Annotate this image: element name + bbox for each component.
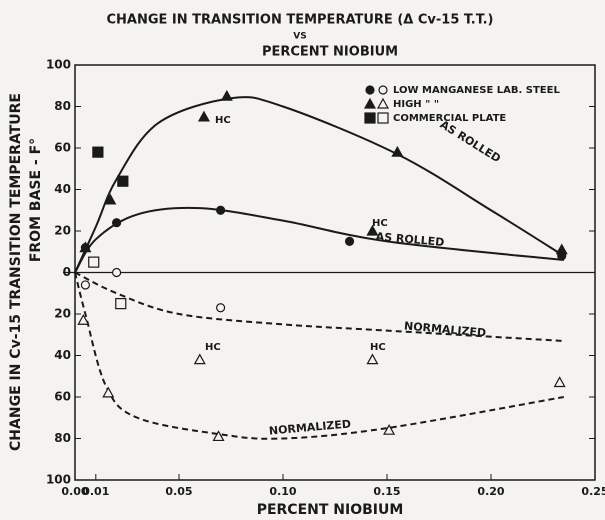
legend-marker [364,112,376,124]
annotation: HC [370,342,386,353]
point [80,280,91,290]
x-tick-label: 0.00 [61,485,88,498]
point [220,89,233,101]
point [88,256,100,268]
y-tick-label: 60 [54,141,71,155]
legend-marker [377,112,389,124]
x-tick-label: 0.01 [82,485,109,498]
y-tick-label: 40 [54,182,71,196]
y-tick-label: 60 [54,390,71,404]
point [366,224,379,236]
point [111,218,122,228]
legend-marker [363,97,377,109]
x-axis-label: PERCENT NIOBIUM [257,502,404,518]
y-axis-label-2: FROM BASE - F° [28,138,44,262]
point [102,386,115,398]
curve-label: AS ROLLED [375,230,445,249]
curve [74,96,565,273]
point [391,145,404,157]
annotation: HC [205,342,221,353]
point [216,303,226,313]
point [366,353,379,365]
legend-label: LOW MANGANESE LAB. STEEL [393,85,560,96]
point [553,376,566,388]
point [77,313,90,325]
chart-title: CHANGE IN TRANSITION TEMPERATURE (Δ Cv-1… [106,13,493,28]
y-tick-label: 100 [46,473,71,487]
point [115,298,127,310]
point [344,236,355,246]
curve-label: NORMALIZED [268,417,351,437]
y-tick-label: 20 [54,224,71,238]
y-tick-label: 80 [54,99,71,113]
curve-label: AS ROLLED [438,118,503,165]
chart-subtitle: VS [293,32,306,42]
legend-marker [376,97,390,109]
point [383,423,396,435]
curve [74,206,564,274]
x-tick-label: 0.10 [269,485,296,498]
y-tick-label: 40 [54,348,71,362]
annotation: HC [372,218,388,229]
curve [74,272,564,440]
point [193,353,206,365]
y-tick-label: 80 [54,431,71,445]
point [212,430,225,442]
point [555,243,568,255]
point [117,175,129,187]
y-tick-label: 20 [54,307,71,321]
point [197,110,210,122]
legend-marker [378,85,388,95]
point [111,267,122,278]
legend-label: HIGH " " [393,99,439,110]
x-tick-label: 0.25 [581,485,605,498]
legend-marker [365,85,375,95]
y-tick-label: 100 [46,58,71,72]
annotation: HC [215,115,231,126]
legend-label: COMMERCIAL PLATE [393,113,506,124]
x-tick-label: 0.05 [165,485,192,498]
x-tick-label: 0.15 [373,485,400,498]
point [92,146,104,158]
curve-label: NORMALIZED [404,319,487,339]
point [216,205,226,215]
curve [74,271,564,342]
y-axis-label: CHANGE IN Cv-15 TRANSITION TEMPERATURE [8,93,24,451]
chart-title-2: PERCENT NIOBIUM [262,45,398,60]
x-tick-label: 0.20 [477,485,504,498]
point [104,193,117,205]
point [79,241,92,253]
